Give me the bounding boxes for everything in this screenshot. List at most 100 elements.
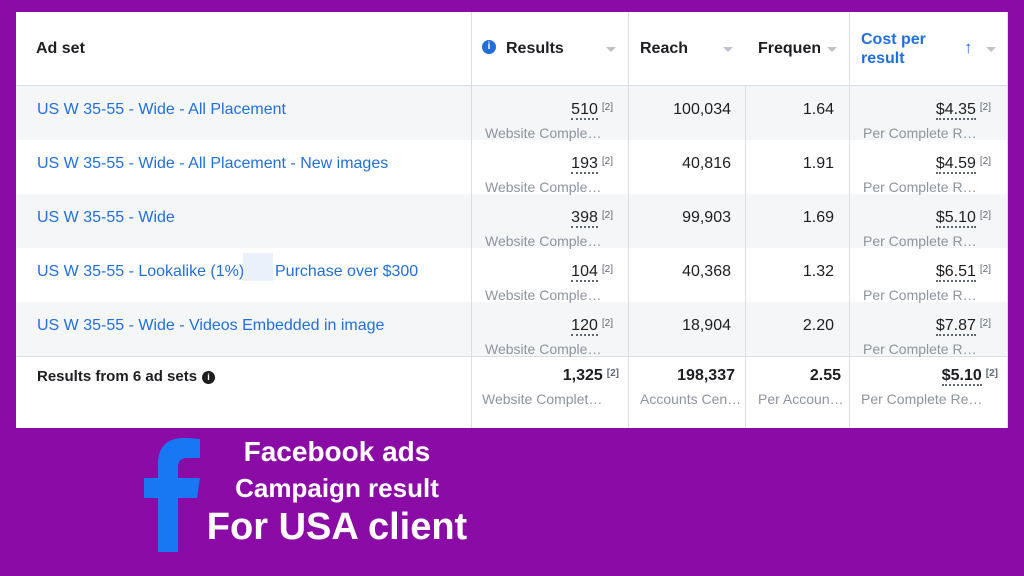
cell-value: 18,904 [682, 317, 731, 335]
value: $5.10 [935, 209, 976, 228]
cell-subtext: Website Complet… [482, 391, 603, 407]
cell-value: 104 [2] [571, 263, 613, 282]
caption-line: For USA client [206, 506, 468, 548]
value: 18,904 [682, 317, 731, 334]
caret[interactable] [606, 47, 616, 52]
footnote: [2] [601, 264, 613, 275]
value: 510 [571, 101, 598, 120]
value: 2.20 [802, 317, 834, 334]
redaction [243, 253, 273, 281]
info-icon: i [482, 40, 496, 54]
value: $7.87 [935, 317, 976, 336]
column-header[interactable]: Reach [640, 40, 689, 57]
info-icon: i [202, 371, 216, 384]
cell-value: 120 [2] [571, 317, 613, 336]
cell-value: 398 [2] [571, 209, 613, 228]
cell-value: $4.35 [2] [935, 101, 991, 120]
ads-table: Ad set Results Reach Frequen Cost per result… [16, 12, 1008, 428]
value: $4.59 [935, 155, 976, 174]
value: 1.64 [802, 101, 834, 118]
value: 198,337 [677, 367, 735, 384]
value: 120 [571, 317, 598, 336]
ad-set-link[interactable]: US W 35-55 - Wide - All Placement - New … [37, 155, 389, 172]
row-bg [16, 302, 1008, 356]
column-separator [745, 86, 746, 428]
value: 2.55 [809, 367, 841, 384]
column-separator [628, 12, 629, 428]
column-header[interactable]: Results [506, 40, 564, 57]
footnote: [2] [985, 368, 998, 379]
cell-value: 198,337 [677, 367, 735, 385]
row-bg [16, 194, 1008, 248]
footnote: [2] [601, 102, 613, 113]
cell-subtext: Per Complete Re… [861, 391, 983, 407]
value: 398 [571, 209, 598, 228]
caret[interactable] [723, 47, 733, 52]
cell-value: 99,903 [682, 209, 731, 227]
cell-value: 1.69 [803, 209, 834, 227]
value: 40,368 [682, 263, 731, 280]
row-bg [16, 86, 1008, 140]
footnote: [2] [979, 318, 991, 329]
cell-value: 1.64 [803, 101, 834, 119]
value: $5.10 [941, 367, 982, 386]
footnote: [2] [601, 318, 613, 329]
value: 104 [571, 263, 598, 282]
cell-value: 40,368 [682, 263, 731, 281]
sort-arrow[interactable]: ↑ [964, 38, 973, 57]
cell-value: 2.55 [810, 367, 841, 385]
value: 1,325 [562, 367, 603, 384]
total-label: Results from 6 ad sets i [37, 368, 216, 385]
value: 1.91 [802, 155, 834, 172]
label: Results from 6 ad sets [37, 368, 198, 385]
value: $6.51 [935, 263, 976, 282]
ad-set-link[interactable]: US W 35-55 - Wide - Videos Embedded in i… [37, 317, 385, 334]
ad-set-link[interactable]: Purchase over $300 [275, 263, 419, 280]
header-border [16, 85, 1008, 86]
ad-set-link[interactable]: US W 35-55 - Wide [37, 209, 175, 226]
cell-subtext: Per Complete R… [863, 287, 977, 303]
footnote: [2] [979, 264, 991, 275]
column-header[interactable]: Frequen [758, 40, 820, 57]
cell-value: 193 [2] [571, 155, 613, 174]
caret[interactable] [827, 47, 837, 52]
value: 40,816 [682, 155, 731, 172]
cell-subtext: Per Complete R… [863, 179, 977, 195]
value: 99,903 [682, 209, 731, 226]
ad-set-link[interactable]: US W 35-55 - Wide - All Placement [37, 101, 286, 118]
footnote: [2] [979, 156, 991, 167]
caption-line: Facebook ads [243, 436, 431, 467]
footnote: [2] [601, 156, 613, 167]
cell-value: $7.87 [2] [935, 317, 991, 336]
cell-subtext: Website Comple… [485, 233, 602, 249]
cell-subtext: Website Comple… [485, 287, 602, 303]
column-separator [849, 12, 850, 428]
value: $4.35 [935, 101, 976, 120]
footnote: [2] [979, 102, 991, 113]
column-header[interactable]: Cost per result [861, 31, 926, 67]
cell-subtext: Per Complete R… [863, 125, 977, 141]
footnote: [2] [979, 210, 991, 221]
column-separator [1007, 12, 1008, 428]
cell-subtext: Per Complete R… [863, 341, 977, 357]
value: 100,034 [673, 101, 731, 118]
cell-subtext: Per Accoun… [758, 391, 843, 407]
cell-value: 1.32 [803, 263, 834, 281]
cell-subtext: Accounts Cen… [640, 391, 740, 407]
cell-subtext: Website Comple… [485, 179, 602, 195]
cell-value: $5.10 [2] [941, 367, 998, 386]
caption-line: Campaign result [235, 473, 439, 503]
column-separator [471, 12, 472, 428]
footnote: [2] [606, 368, 619, 379]
row-bg [16, 248, 1008, 302]
cell-value: 1.91 [803, 155, 834, 173]
footnote: [2] [601, 210, 613, 221]
caret[interactable] [986, 47, 996, 52]
column-header[interactable]: Ad set [36, 40, 85, 57]
cell-value: $4.59 [2] [935, 155, 991, 174]
cell-value: 2.20 [803, 317, 834, 335]
cell-subtext: Website Comple… [485, 341, 602, 357]
value: 193 [571, 155, 598, 174]
ad-set-link[interactable]: US W 35-55 - Lookalike (1%) [37, 263, 245, 280]
